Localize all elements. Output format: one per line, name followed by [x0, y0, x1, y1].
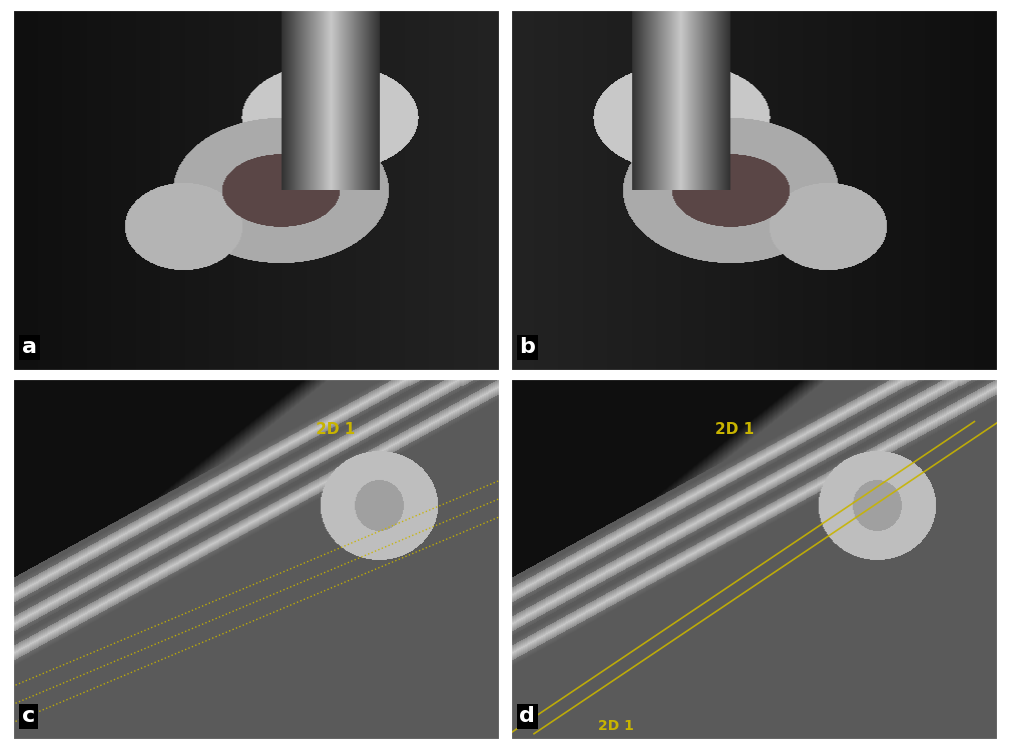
Text: d: d: [520, 706, 535, 727]
Text: 2D 1: 2D 1: [598, 719, 634, 734]
Text: 2D 1: 2D 1: [315, 422, 355, 436]
Text: 2D 1: 2D 1: [715, 422, 754, 436]
Text: c: c: [22, 706, 35, 727]
Text: a: a: [22, 338, 37, 358]
Text: b: b: [520, 338, 535, 358]
